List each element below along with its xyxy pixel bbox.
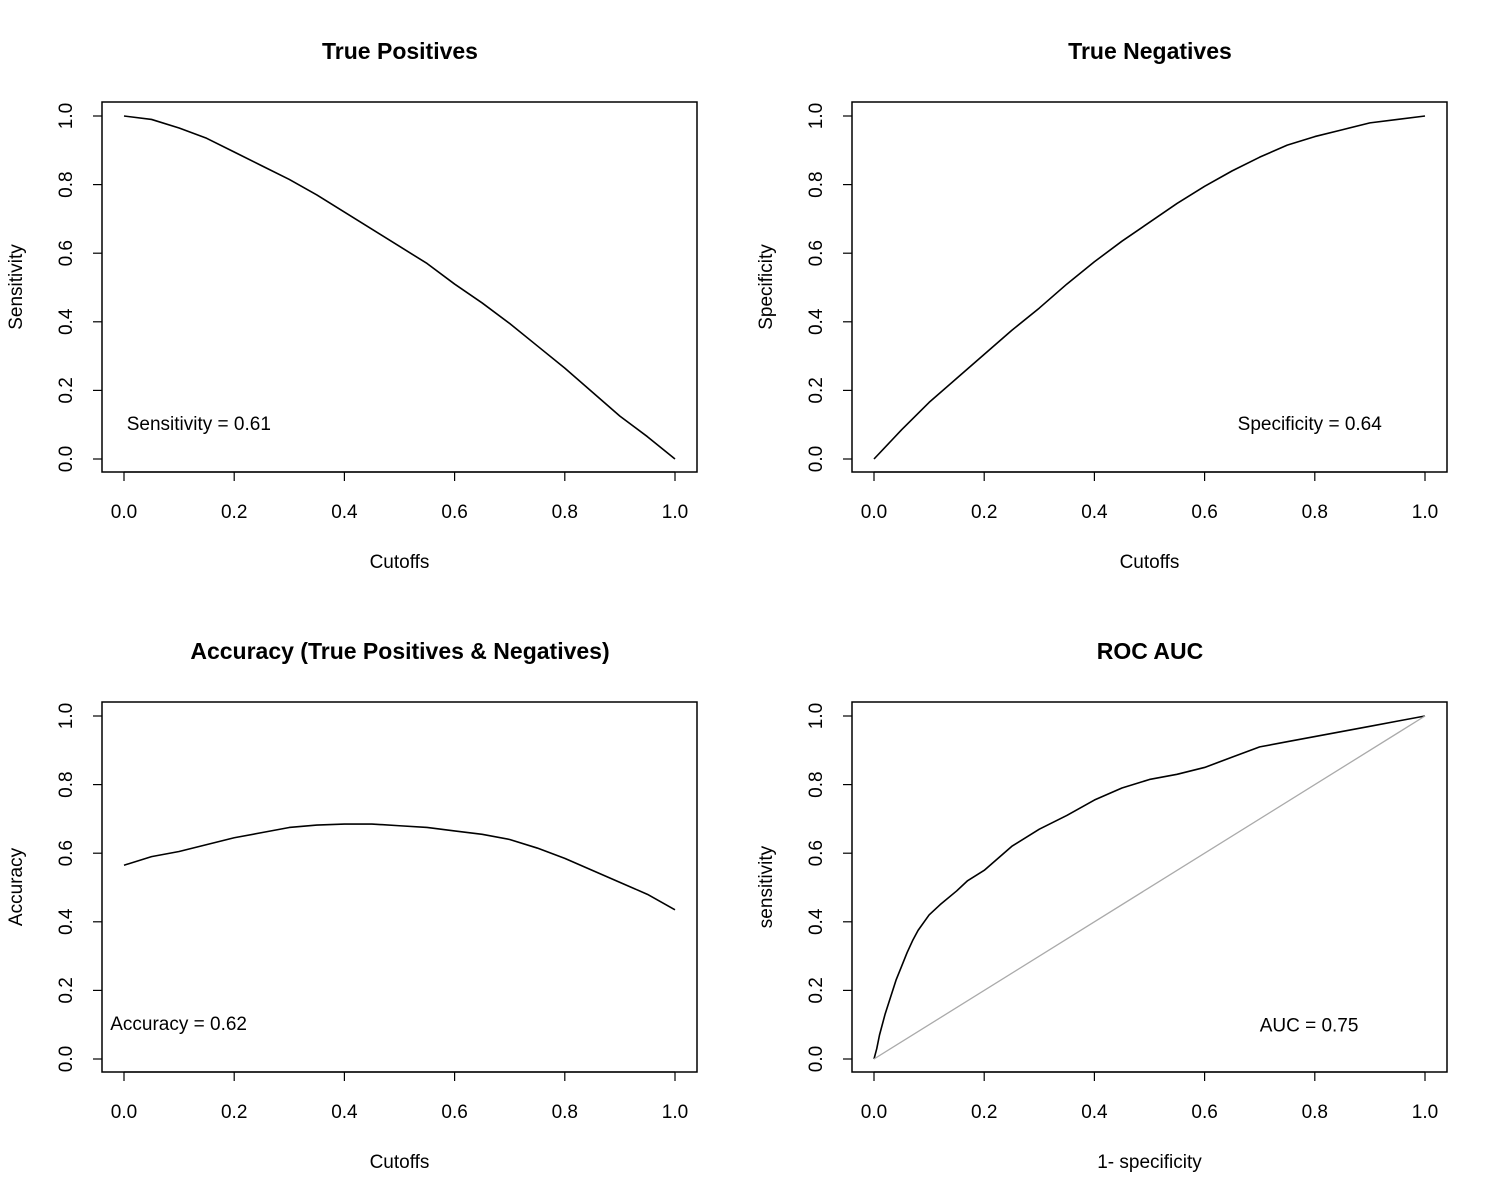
y-tick-label: 0.6 [806,840,827,866]
x-tick-label: 0.6 [441,1102,467,1123]
x-tick-label: 0.2 [971,1102,997,1123]
x-tick-label: 0.2 [221,502,247,523]
x-tick-label: 1.0 [662,502,688,523]
y-tick-label: 0.8 [806,171,827,197]
x-tick-label: 0.8 [552,1102,578,1123]
y-tick-label: 0.8 [56,171,77,197]
x-tick-label: 0.6 [1191,1102,1217,1123]
chart-panel-2: True Negatives 0.0 0.2 0.4 0.6 0.8 1.0 0.0 0.2 0.… [756,38,1448,573]
x-tick-label: 1.0 [662,1102,688,1123]
y-tick-label: 0.0 [806,446,827,472]
chart-panel-3: Accuracy (True Positives & Negatives) 0.0… [6,638,698,1173]
metric-annotation: AUC = 0.75 [1260,1016,1359,1037]
chart-panel-4: ROC AUC 0.0 0.2 0.4 0.6 0.8 1.0 0.0 0.2 0.4 0.6 0.8… [756,638,1448,1173]
x-axis-label: 1- specificity [1097,1152,1202,1173]
y-tick-label: 0.2 [56,377,77,403]
y-tick-label: 0.2 [56,977,77,1003]
x-tick-label: 0.2 [221,1102,247,1123]
x-axis-label: Cutoffs [370,552,430,573]
series-line-2 [873,715,1426,1060]
x-tick-label: 0.2 [971,502,997,523]
series-line-1 [123,823,676,911]
x-tick-label: 0.0 [861,502,887,523]
y-tick-label: 0.6 [806,240,827,266]
y-tick-label: 1.0 [806,703,827,729]
x-tick-label: 0.4 [331,1102,358,1123]
y-tick-label: 0.4 [806,308,827,335]
x-tick-label: 0.6 [1191,502,1217,523]
x-tick-label: 0.0 [111,1102,137,1123]
x-tick-label: 0.6 [441,502,467,523]
y-tick-label: 0.4 [56,308,77,335]
y-axis-label: Sensitivity [6,244,27,330]
y-axis-label: Specificity [756,244,777,330]
x-tick-label: 1.0 [1412,1102,1438,1123]
x-tick-label: 1.0 [1412,502,1438,523]
series-line-1 [873,115,1426,460]
x-tick-label: 0.4 [331,502,358,523]
x-axis-label: Cutoffs [370,1152,430,1173]
x-tick-label: 0.0 [111,502,137,523]
x-tick-label: 0.8 [552,502,578,523]
chart-title: ROC AUC [1097,638,1203,664]
y-tick-label: 0.0 [806,1046,827,1072]
y-tick-label: 0.2 [806,977,827,1003]
y-axis-label: Accuracy [6,847,27,926]
x-tick-label: 0.4 [1081,1102,1108,1123]
y-tick-label: 1.0 [56,703,77,729]
chart-title: True Negatives [1068,38,1232,64]
metric-annotation: Accuracy = 0.62 [110,1014,247,1035]
chart-panel-1: True Positives 0.0 0.2 0.4 0.6 0.8 1.0 0.0 0.2 0.… [6,38,698,573]
y-tick-label: 0.4 [56,908,77,935]
metric-annotation: Specificity = 0.64 [1238,414,1383,435]
y-tick-label: 0.6 [56,840,77,866]
x-tick-label: 0.8 [1302,1102,1328,1123]
y-tick-label: 0.8 [806,771,827,797]
x-axis-label: Cutoffs [1120,552,1180,573]
series-line-1 [873,715,1426,1060]
chart-title: True Positives [322,38,478,64]
y-tick-label: 1.0 [806,103,827,129]
y-axis-label: sensitivity [756,845,777,928]
series-line-1 [123,115,676,460]
x-tick-label: 0.0 [861,1102,887,1123]
y-tick-label: 0.4 [806,908,827,935]
y-tick-label: 0.6 [56,240,77,266]
metric-annotation: Sensitivity = 0.61 [127,414,271,435]
x-tick-label: 0.8 [1302,502,1328,523]
y-tick-label: 0.0 [56,1046,77,1072]
y-tick-label: 1.0 [56,103,77,129]
y-tick-label: 0.0 [56,446,77,472]
x-tick-label: 0.4 [1081,502,1108,523]
chart-title: Accuracy (True Positives & Negatives) [190,638,609,664]
y-tick-label: 0.8 [56,771,77,797]
y-tick-label: 0.2 [806,377,827,403]
